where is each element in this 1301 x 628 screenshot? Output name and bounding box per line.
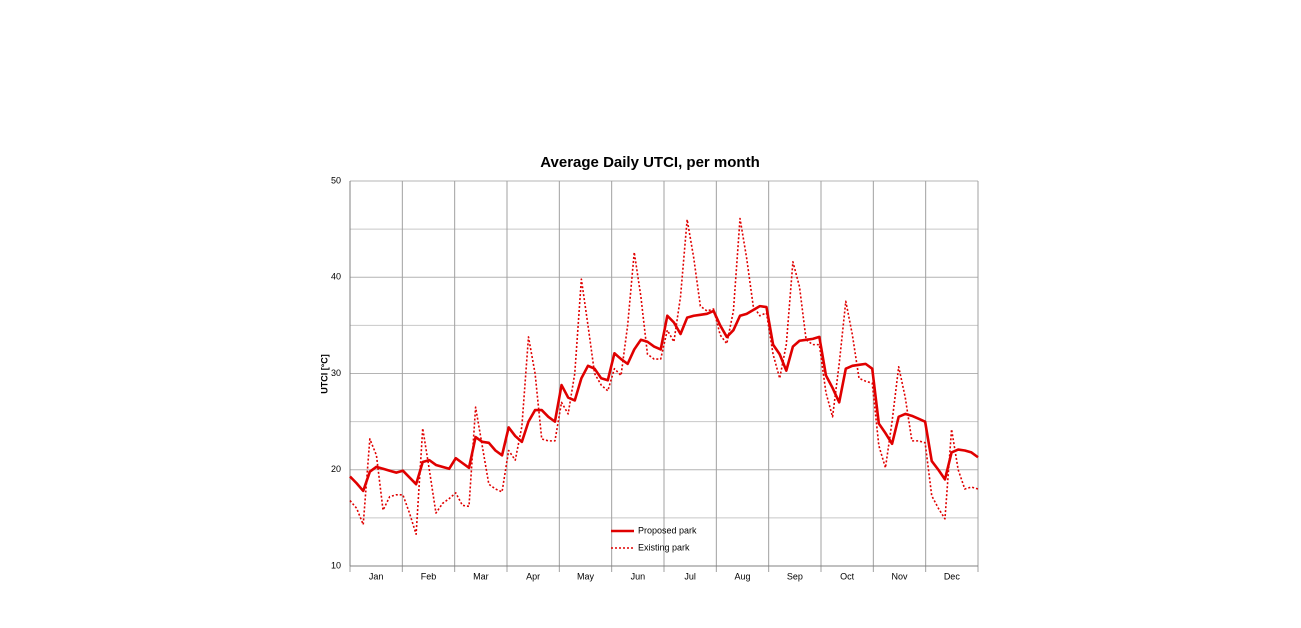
y-tick-label: 10	[331, 560, 341, 570]
x-tick-label: Jun	[631, 571, 646, 581]
x-tick-label: Jan	[369, 571, 384, 581]
x-tick-label: Mar	[473, 571, 489, 581]
x-tick-label: Aug	[734, 571, 750, 581]
y-tick-label: 40	[331, 272, 341, 282]
x-tick-label: Jul	[684, 571, 696, 581]
chart-title: Average Daily UTCI, per month	[540, 154, 760, 171]
x-tick-label: Nov	[891, 571, 908, 581]
y-axis-label: UTCI [°C]	[319, 354, 329, 394]
x-tick-label: Dec	[944, 571, 961, 581]
x-tick-label: May	[577, 571, 595, 581]
x-tick-label: Sep	[787, 571, 803, 581]
x-tick-label: Oct	[840, 571, 855, 581]
x-tick-label: Apr	[526, 571, 540, 581]
legend-label: Proposed park	[638, 525, 697, 535]
legend-label: Existing park	[638, 542, 690, 552]
x-tick-label: Feb	[421, 571, 437, 581]
y-tick-label: 50	[331, 175, 341, 185]
y-tick-label: 30	[331, 368, 341, 378]
series-line	[349, 304, 979, 493]
y-tick-label: 20	[331, 464, 341, 474]
